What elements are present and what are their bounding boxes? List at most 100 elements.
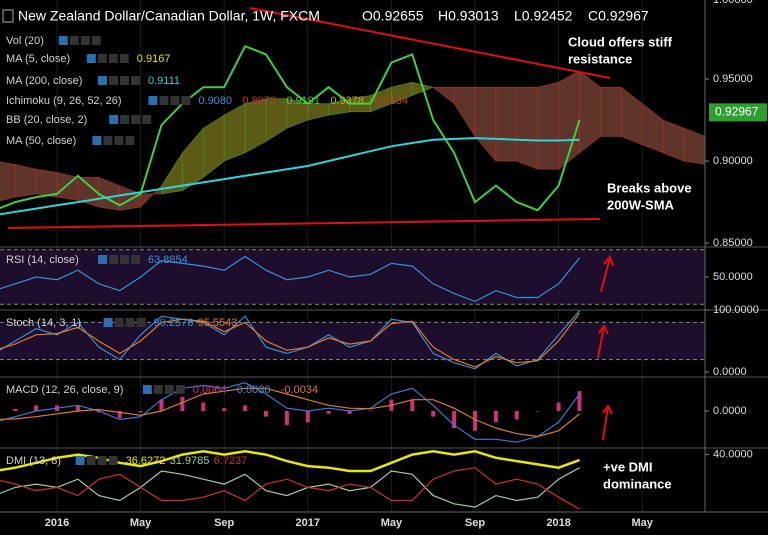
histogram-bar <box>431 411 436 417</box>
x-tick-label: 2018 <box>546 517 570 529</box>
ohlc: O0.92655 <box>362 8 424 24</box>
series-line <box>0 467 580 510</box>
histogram-bar <box>535 411 540 412</box>
cloud-segment <box>182 127 204 192</box>
histogram-bar <box>410 399 415 411</box>
trend-line <box>7 218 601 229</box>
panel-title: MACD (12, 26, close, 9) <box>6 384 123 396</box>
legend-icon <box>170 96 180 105</box>
y-tick-label: 0.90000 <box>713 155 753 167</box>
legend-readout: 31.9785 <box>170 455 210 467</box>
y-tick-label: 40.0000 <box>713 448 753 460</box>
series-line <box>0 255 580 303</box>
annotation: resistance <box>568 51 632 66</box>
legend-icon <box>103 136 113 145</box>
legend-icon <box>103 318 113 327</box>
histogram-bar <box>452 411 457 428</box>
histogram-bar <box>305 411 310 423</box>
legend-icon <box>131 76 140 85</box>
legend-icon <box>109 76 118 85</box>
cloud-segment <box>683 127 705 165</box>
legend-readout: 0.9134 <box>374 95 408 107</box>
panel-title: Stoch (14, 3, 1) <box>6 317 81 329</box>
legend-icon <box>97 54 107 63</box>
legend-icon <box>125 318 135 327</box>
y-tick-label: 0.85000 <box>713 237 753 249</box>
histogram-bar <box>13 408 18 411</box>
legend-readout: 0.9378 <box>330 95 364 107</box>
x-tick-label: Sep <box>465 517 485 529</box>
legend-readout: 95.5543 <box>198 317 238 329</box>
x-tick-label: May <box>381 517 403 529</box>
last-price-label: 0.92967 <box>715 105 759 119</box>
cloud-segment <box>495 86 518 162</box>
background <box>0 0 768 512</box>
legend-label: BB (20, close, 2) <box>6 114 87 126</box>
legend-label: Ichimoku (9, 26, 52, 26) <box>6 95 122 107</box>
legend-readout: 6.7237 <box>214 455 248 467</box>
series-line <box>0 137 580 216</box>
legend-icon <box>175 385 185 394</box>
x-tick-label: May <box>130 517 152 529</box>
cloud-segment <box>56 172 79 201</box>
ohlc: L0.92452 <box>514 8 573 24</box>
plot-area <box>0 44 705 510</box>
series-line <box>0 312 580 368</box>
legend-icon <box>98 255 107 264</box>
legend-icon <box>75 456 85 465</box>
legend-icon <box>120 115 130 124</box>
histogram-bar <box>264 411 268 417</box>
cloud-segment <box>119 185 141 211</box>
legend-icon <box>98 76 107 85</box>
x-tick-label: Sep <box>214 517 234 529</box>
arrow <box>600 255 614 293</box>
legend-icon <box>109 115 119 124</box>
cloud-segment <box>453 86 476 138</box>
legend-icon <box>108 456 118 465</box>
histogram-bar <box>159 399 164 411</box>
legend-icon <box>120 76 129 85</box>
legend-label: MA (50, close) <box>6 135 76 147</box>
legend-readout: 99.2576 <box>154 317 194 329</box>
legend-label: MA (5, close) <box>6 53 70 65</box>
annotation: +ve DMI <box>603 459 653 474</box>
legend-icon <box>131 115 141 124</box>
histogram-bar <box>326 411 331 414</box>
cloud-segment <box>579 70 601 154</box>
histogram-bar <box>243 405 248 411</box>
legend-icon <box>181 96 191 105</box>
annotation: Cloud offers stiff <box>568 34 673 49</box>
legend-icon <box>164 385 174 394</box>
x-tick-label: 2017 <box>296 517 320 529</box>
series-line <box>0 387 580 438</box>
cloud-segment <box>537 81 559 170</box>
legend-icon <box>120 255 129 264</box>
histogram-bar <box>117 411 122 419</box>
legend-icon <box>109 255 118 264</box>
panel-title: RSI (14, close) <box>6 254 79 266</box>
last-price-box <box>709 103 767 122</box>
cloud-segment <box>0 161 16 202</box>
histogram-bar <box>577 391 582 411</box>
legend-readout: 0.0064 <box>193 384 227 396</box>
legend-readout: 0.9111 <box>148 75 180 87</box>
legend-readout: 63.8854 <box>148 254 188 266</box>
legend-icon <box>119 54 129 63</box>
legend-readout: 0.0030 <box>237 384 271 396</box>
cloud-segment <box>620 86 643 146</box>
legend-readout: 0.9191 <box>286 95 320 107</box>
legend-icon <box>86 54 96 63</box>
legend-readout: 36.6272 <box>126 455 166 467</box>
series-line <box>0 44 581 212</box>
legend-icon <box>114 136 124 145</box>
legend-icon <box>108 54 118 63</box>
legend-readout: -0.0034 <box>281 384 318 396</box>
collapse-icon[interactable] <box>2 9 14 23</box>
annotation: Breaks above <box>607 180 692 195</box>
legend-icon <box>131 255 140 264</box>
cloud-segment <box>35 168 58 198</box>
histogram-bar <box>201 402 206 411</box>
legend-icon <box>125 136 135 145</box>
